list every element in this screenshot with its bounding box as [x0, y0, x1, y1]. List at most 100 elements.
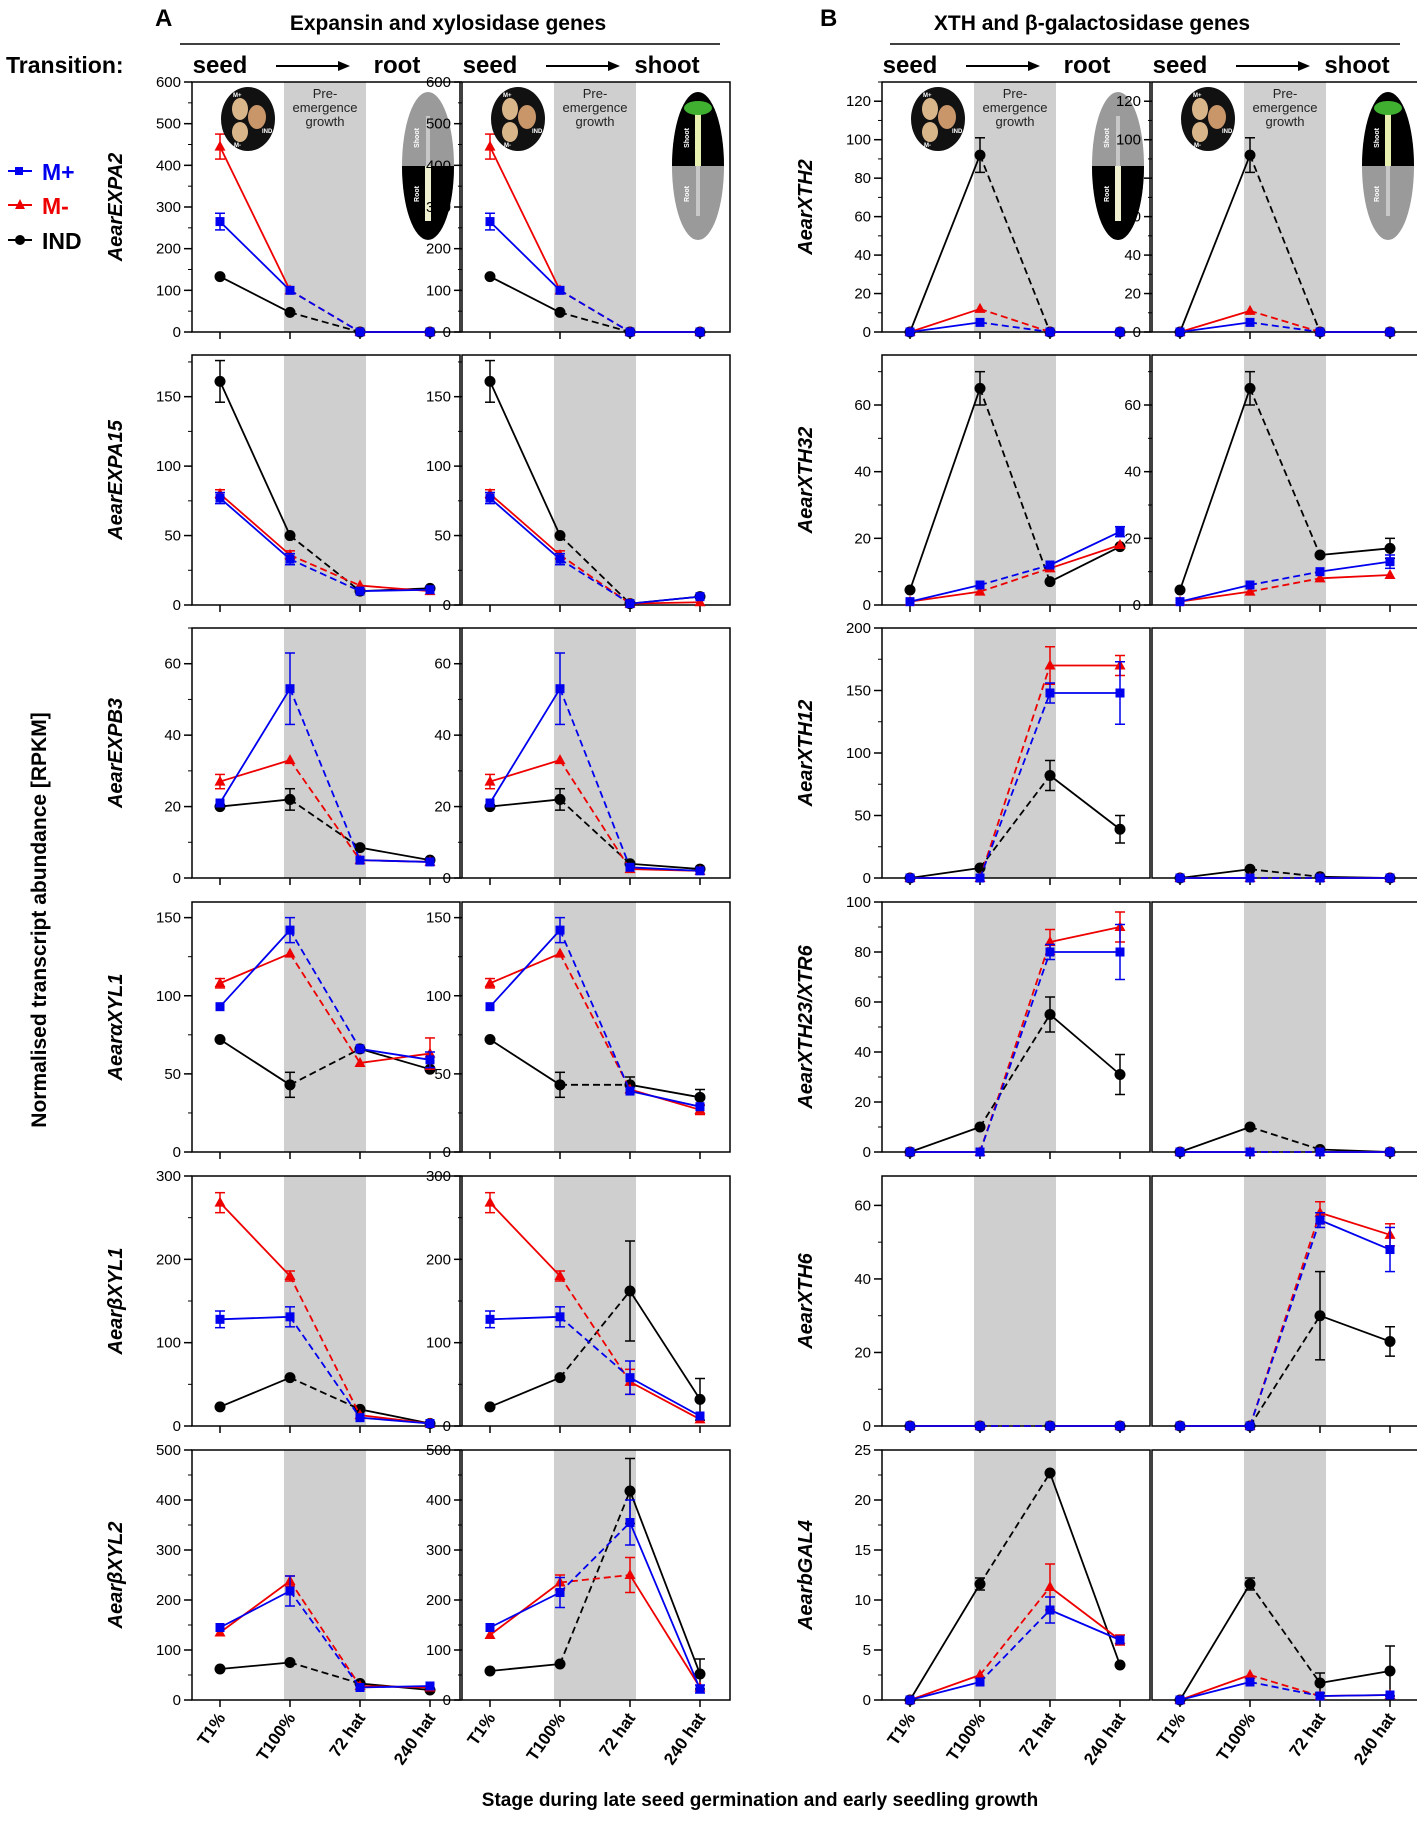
transition-arrow-head — [1298, 61, 1310, 71]
pre-emergence-band — [284, 1176, 366, 1426]
series-line-segment — [219, 1661, 291, 1670]
series-line-segment — [979, 951, 1051, 1153]
inset-label-root: Root — [1374, 185, 1381, 202]
seed-shape — [518, 105, 536, 129]
marker-square — [1245, 1677, 1255, 1687]
series-line-segment — [289, 688, 361, 861]
marker-square — [355, 1413, 365, 1423]
marker-square — [1175, 597, 1185, 607]
marker-square — [425, 857, 435, 867]
y-tick-label: 0 — [1133, 597, 1141, 614]
y-tick-label: 20 — [434, 799, 451, 816]
marker-triangle — [284, 1270, 296, 1280]
x-tick-label: T100% — [523, 1709, 569, 1764]
gene-label: AearEXPB3 — [105, 698, 127, 809]
panel-b-title: XTH and β-galactosidase genes — [934, 12, 1250, 35]
series-line-segment — [1319, 1219, 1391, 1251]
seedling-hypocotyl — [1116, 116, 1120, 166]
series-line-segment — [1049, 1472, 1121, 1666]
series-line-segment — [629, 1290, 701, 1400]
y-tick-label: 300 — [156, 199, 181, 216]
y-tick-label: 50 — [434, 1066, 451, 1083]
y-tick-label: 50 — [854, 808, 871, 825]
seedling-inset: Shoot Root — [672, 92, 724, 240]
marker-triangle — [484, 775, 496, 786]
inset-label-shoot: Shoot — [1374, 127, 1381, 147]
seedling-root — [425, 166, 431, 221]
y-tick-label: 200 — [426, 241, 451, 258]
marker-circle — [1244, 382, 1256, 394]
y-tick-label: 20 — [854, 1492, 871, 1509]
y-tick-label: 0 — [173, 1692, 181, 1709]
series-line-segment — [219, 275, 291, 314]
pre-emergence-label: Pre- — [583, 86, 608, 101]
y-tick-label: 0 — [443, 324, 451, 341]
series-line-segment — [289, 1580, 361, 1687]
gene-label: AearXTH32 — [795, 427, 817, 535]
y-tick-label: 0 — [863, 1418, 871, 1435]
series-line-segment — [1319, 1211, 1391, 1236]
pre-emergence-band — [554, 1450, 636, 1700]
x-tick-label: T100% — [1213, 1709, 1259, 1764]
y-tick-label: 40 — [1124, 464, 1141, 481]
y-tick-label: 200 — [156, 1592, 181, 1609]
marker-triangle — [554, 754, 566, 765]
series-line-segment — [489, 1591, 561, 1629]
pre-emergence-band — [974, 902, 1056, 1152]
series-line-segment — [219, 220, 291, 291]
series-line-segment — [489, 1315, 561, 1321]
seed-shape — [502, 122, 518, 142]
y-tick-label: 120 — [1116, 93, 1141, 110]
y-tick-label: 60 — [1124, 209, 1141, 226]
pre-emergence-band — [1244, 902, 1326, 1152]
series-line-segment — [219, 798, 291, 808]
marker-square — [1315, 567, 1325, 577]
x-tick-label: 240 hat — [660, 1709, 709, 1768]
marker-triangle — [1044, 659, 1056, 670]
marker-square — [1115, 1635, 1125, 1645]
transition-header: seed shoot — [1153, 52, 1390, 79]
series-line-segment — [489, 1581, 561, 1636]
transition-from-label: seed — [1153, 52, 1208, 79]
seed-shape — [922, 98, 938, 120]
plot-frame — [191, 354, 461, 606]
marker-circle — [284, 1372, 296, 1384]
y-tick-label: 300 — [426, 1542, 451, 1559]
series-line-segment — [559, 1316, 631, 1379]
y-tick-label: 100 — [846, 894, 871, 911]
marker-square — [425, 1055, 435, 1065]
series-line-segment — [489, 1202, 561, 1277]
y-tick-label: 0 — [1133, 324, 1141, 341]
series-line-segment — [1049, 1609, 1121, 1641]
x-tick-label: T1% — [194, 1709, 230, 1749]
series-line-segment — [1049, 530, 1121, 566]
pre-emergence-band — [284, 1450, 366, 1700]
series-line-segment — [359, 1416, 431, 1425]
inset-label-root: Root — [1104, 185, 1111, 202]
marker-square — [695, 1684, 705, 1694]
series-line-segment — [219, 497, 291, 560]
series-line-segment — [289, 1661, 361, 1685]
y-tick-label: 0 — [173, 324, 181, 341]
inset-label-shoot: Shoot — [414, 127, 421, 147]
series-line-segment — [559, 1275, 631, 1383]
marker-square — [215, 493, 225, 503]
y-tick-label: 40 — [1124, 247, 1141, 264]
marker-square — [625, 1086, 635, 1096]
series-line-segment — [359, 588, 431, 593]
y-tick-label: 60 — [854, 994, 871, 1011]
series-line-segment — [1179, 1674, 1251, 1701]
marker-circle — [284, 1079, 296, 1091]
y-tick-label: 400 — [156, 157, 181, 174]
seed-shape — [1192, 122, 1208, 142]
marker-square — [625, 1373, 635, 1383]
y-tick-label: 25 — [854, 1442, 871, 1459]
marker-square — [1245, 580, 1255, 590]
gene-label: AearXTH6 — [795, 1252, 817, 1349]
series-line-segment — [289, 1376, 361, 1411]
marker-triangle — [694, 596, 706, 607]
transition-arrow-head — [1028, 61, 1040, 71]
y-tick-label: 80 — [1124, 170, 1141, 187]
y-tick-label: 40 — [854, 247, 871, 264]
series-line-segment — [289, 929, 361, 1050]
